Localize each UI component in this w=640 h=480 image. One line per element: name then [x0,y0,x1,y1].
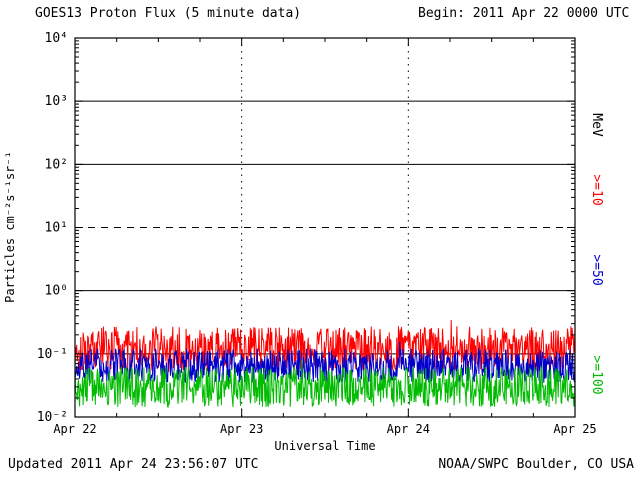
y-tick-label: 10⁻¹ [37,347,68,362]
right-axis-labels: MeV >=10 >=50 >=100 [589,113,604,394]
x-tick-label: Apr 23 [220,422,263,436]
y-tick-labels: 10⁴ 10³ 10² 10¹ 10⁰ 10⁻¹ 10⁻² [37,31,68,425]
x-tick-labels: Apr 22 Apr 23 Apr 24 Apr 25 [53,422,596,436]
updated-timestamp: Updated 2011 Apr 24 23:56:07 UTC [8,457,258,472]
right-axis-series-label: >=50 [589,254,604,285]
right-axis-series-label: >=100 [589,355,604,394]
x-axis-label: Universal Time [274,439,375,453]
y-tick-label: 10³ [45,94,68,109]
right-axis-unit-label: MeV [589,113,604,137]
y-tick-label: 10² [45,157,68,172]
flux-trace-100 [74,360,576,408]
begin-timestamp: Begin: 2011 Apr 22 0000 UTC [418,6,629,21]
x-tick-label: Apr 24 [387,422,430,436]
y-tick-label: 10¹ [45,221,68,236]
chart-title: GOES13 Proton Flux (5 minute data) [35,6,301,21]
y-axis-label: Particles cm⁻²s⁻¹sr⁻¹ [3,151,17,303]
right-axis-series-label: >=10 [589,174,604,205]
y-tick-label: 10⁻² [37,410,68,425]
flux-traces [74,320,576,408]
x-tick-label: Apr 22 [53,422,96,436]
x-tick-label: Apr 25 [553,422,596,436]
axis-ticks [74,37,576,418]
y-tick-label: 10⁴ [45,31,68,46]
source-attribution: NOAA/SWPC Boulder, CO USA [438,457,634,472]
y-tick-label: 10⁰ [45,284,68,299]
